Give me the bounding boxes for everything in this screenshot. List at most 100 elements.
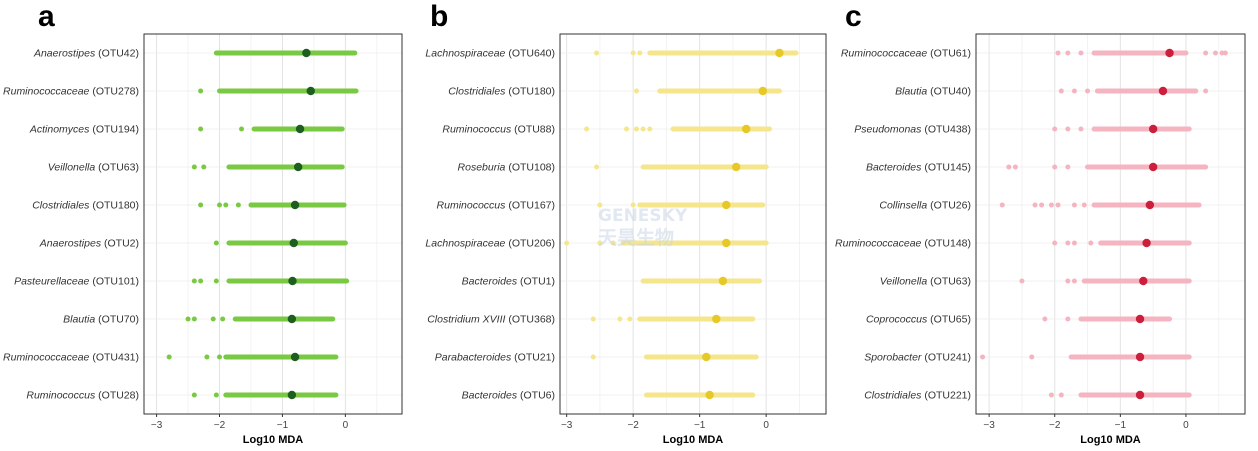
data-point xyxy=(633,126,639,132)
plot-frame xyxy=(975,33,1246,415)
plot-frame xyxy=(143,33,403,415)
genus-name: Anaerostipes xyxy=(33,48,96,60)
data-point xyxy=(1065,126,1071,132)
otu-id: (OTU65) xyxy=(927,314,971,326)
row-label: Ruminococcus (OTU28) xyxy=(26,390,139,402)
data-point xyxy=(1019,278,1025,284)
data-point xyxy=(1212,50,1218,56)
otu-row: Coprococcus (OTU65) xyxy=(866,314,1173,326)
x-axis-title: Log10 MDA xyxy=(663,434,724,446)
data-point xyxy=(1071,88,1077,94)
data-point xyxy=(630,202,636,208)
data-point xyxy=(584,126,590,132)
panel-b: b Lachnospiraceae (OTU640) Clostridiales (… xyxy=(425,0,827,446)
data-point xyxy=(198,202,204,208)
genus-name: Ruminococcaceae xyxy=(841,48,928,60)
data-point xyxy=(1012,164,1018,170)
data-point xyxy=(1052,164,1058,170)
row-label: Bacteroides (OTU1) xyxy=(462,276,555,288)
data-point xyxy=(594,50,600,56)
median-point xyxy=(705,390,714,400)
data-point xyxy=(627,316,633,322)
row-label: Bacteroides (OTU6) xyxy=(462,390,555,402)
data-point xyxy=(1006,164,1012,170)
row-label: Clostridiales (OTU180) xyxy=(32,200,139,212)
data-point xyxy=(1055,50,1061,56)
row-label: Collinsella (OTU26) xyxy=(879,200,971,212)
data-point xyxy=(1048,392,1054,398)
genus-name: Sporobacter xyxy=(864,352,922,364)
row-label: Ruminococcus (OTU88) xyxy=(442,124,555,136)
genus-name: Veillonella xyxy=(880,276,928,288)
row-label: Blautia (OTU40) xyxy=(895,86,971,98)
data-point xyxy=(201,164,207,170)
otu-row: Bacteroides (OTU145) xyxy=(866,162,1209,174)
median-point xyxy=(702,352,711,362)
x-tick-label: 0 xyxy=(343,420,349,431)
otu-id: (OTU431) xyxy=(89,352,139,364)
median-point xyxy=(758,86,768,96)
data-point xyxy=(1042,316,1048,322)
otu-row: Ruminococcus (OTU88) xyxy=(442,124,772,136)
grid xyxy=(976,34,1245,414)
genus-name: Pseudomonas xyxy=(854,124,922,136)
data-point xyxy=(191,316,197,322)
row-label: Anaerostipes (OTU2) xyxy=(39,238,139,250)
otu-id: (OTU221) xyxy=(921,390,971,402)
x-tick-label: 0 xyxy=(763,420,769,431)
data-point xyxy=(235,202,241,208)
otu-row: Clostridium XVIII (OTU368) xyxy=(427,314,756,326)
otu-id: (OTU368) xyxy=(505,314,555,326)
row-label: Bacteroides (OTU145) xyxy=(866,162,971,174)
otu-id: (OTU70) xyxy=(95,314,139,326)
data-point xyxy=(198,88,204,94)
median-point xyxy=(290,352,300,362)
median-point xyxy=(722,200,731,210)
data-point xyxy=(204,354,210,360)
median-point xyxy=(290,200,300,210)
row-label: Blautia (OTU70) xyxy=(63,314,139,326)
otu-id: (OTU63) xyxy=(927,276,971,288)
data-point xyxy=(239,126,245,132)
otu-row: Pasteurellaceae (OTU101) xyxy=(14,276,350,288)
otu-id: (OTU28) xyxy=(95,390,139,402)
data-point xyxy=(640,126,646,132)
x-axis: −3 −2 −1 0 Log10 MDA xyxy=(561,414,769,446)
median-point xyxy=(1142,238,1151,248)
data-point xyxy=(610,240,616,246)
data-point xyxy=(647,126,653,132)
data-point xyxy=(980,354,986,360)
data-point xyxy=(1032,202,1038,208)
otu-id: (OTU61) xyxy=(927,48,971,60)
data-point xyxy=(185,316,191,322)
otu-id: (OTU148) xyxy=(921,238,971,250)
genus-name: Veillonella xyxy=(48,162,96,174)
row-label: Sporobacter (OTU241) xyxy=(864,352,971,364)
data-point xyxy=(213,392,219,398)
otu-id: (OTU206) xyxy=(505,238,555,250)
data-point xyxy=(1085,88,1091,94)
genus-name: Ruminococcaceae xyxy=(3,352,90,364)
row-label: Ruminococcaceae (OTU148) xyxy=(835,238,971,250)
genus-name: Ruminococcaceae xyxy=(3,86,90,98)
data-point xyxy=(213,240,219,246)
median-point xyxy=(1135,352,1145,362)
otu-row: Parabacteroides (OTU21) xyxy=(435,352,759,364)
otu-id: (OTU640) xyxy=(505,48,555,60)
x-tick-label: −3 xyxy=(151,420,163,431)
data-point xyxy=(1081,202,1087,208)
data-point xyxy=(1039,202,1045,208)
x-tick-label: −1 xyxy=(694,420,706,431)
otu-row: Collinsella (OTU26) xyxy=(879,200,1202,212)
genus-name: Parabacteroides xyxy=(435,352,512,364)
otu-id: (OTU2) xyxy=(101,238,139,250)
data-point xyxy=(198,278,204,284)
genus-name: Blautia xyxy=(895,86,927,98)
data-point xyxy=(624,126,629,132)
otu-row: Lachnospiraceae (OTU206) xyxy=(425,238,769,250)
otu-row: Roseburia (OTU108) xyxy=(458,162,769,174)
median-point xyxy=(712,314,721,324)
genus-name: Clostridiales xyxy=(448,86,506,98)
otu-row: Bacteroides (OTU6) xyxy=(462,390,756,402)
data-point xyxy=(590,354,596,360)
